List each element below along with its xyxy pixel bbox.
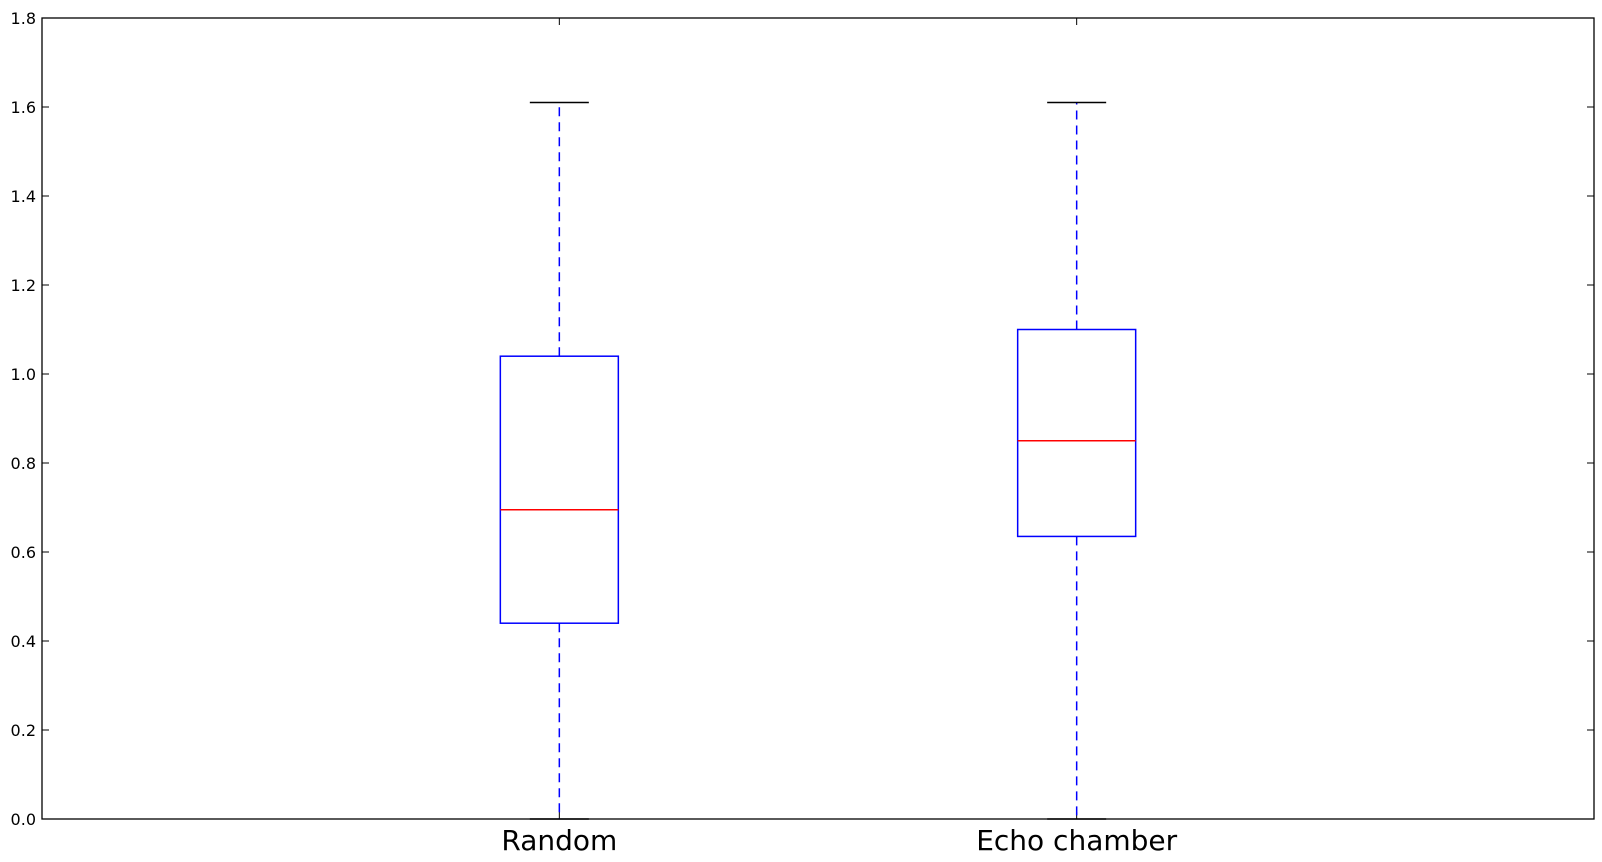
boxes-layer: [499, 101, 1137, 820]
category-label: Random: [501, 824, 617, 857]
plot-area: [41, 17, 1595, 820]
y-tick-label: 1.2: [11, 276, 36, 295]
category-label: Echo chamber: [976, 824, 1177, 857]
y-tick-label: 0.2: [11, 721, 36, 740]
iqr-box: [499, 355, 620, 624]
x-axis: Random Echo chamber: [501, 18, 1178, 857]
y-tick-label: 0.6: [11, 543, 36, 562]
y-tick-label: 0.4: [11, 632, 36, 651]
y-tick-label: 1.4: [11, 187, 36, 206]
box-random: [499, 101, 620, 820]
box-echo-chamber: [1016, 101, 1137, 820]
y-tick-label: 1.6: [11, 98, 36, 117]
y-tick-label: 0.0: [11, 810, 36, 829]
iqr-box: [1016, 328, 1137, 538]
y-tick-label: 0.8: [11, 454, 36, 473]
y-tick-label: 1.0: [11, 365, 36, 384]
y-tick-label: 1.8: [11, 9, 36, 28]
y-axis: 0.0 0.2 0.4 0.6 0.8 1.0 1.2 1.4 1.6 1.8: [11, 9, 1594, 829]
